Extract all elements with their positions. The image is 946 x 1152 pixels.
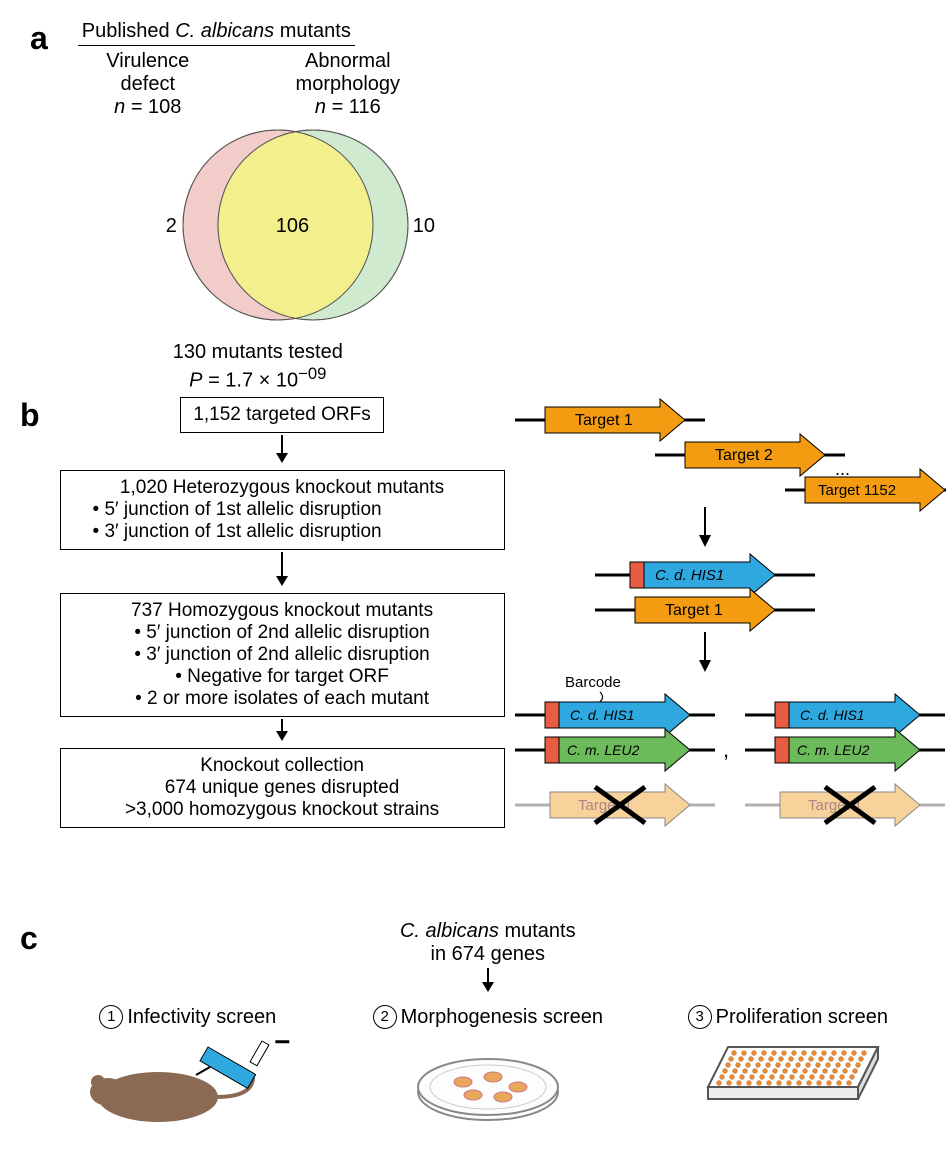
flow-box-1: 1,152 targeted ORFs <box>180 397 383 433</box>
well-plate-icon <box>678 1037 898 1127</box>
arrow-icon <box>60 550 505 593</box>
venn-right-n: n = 116 <box>258 96 438 119</box>
flow-box-4-l1: Knockout collection <box>73 755 492 777</box>
svg-text:...: ... <box>835 459 850 479</box>
panel-a-title: Published C. albicans mutants <box>78 20 355 46</box>
venn-left-n: n = 108 <box>58 96 238 119</box>
panel-a-label: a <box>30 20 48 57</box>
flow-box-4-l3: >3,000 homozygous knockout strains <box>73 799 492 821</box>
panel-a: a Published C. albicans mutants Virulenc… <box>30 20 926 393</box>
svg-text:Target 2: Target 2 <box>715 447 773 464</box>
flow-box-3-l3: • Negative for target ORF <box>73 666 492 688</box>
venn-bottom2: P = 1.7 × 10−09 <box>68 364 448 393</box>
flow-box-3-l2: • 3′ junction of 2nd allelic disruption <box>73 644 492 666</box>
svg-text:Target 1: Target 1 <box>575 412 633 429</box>
screen-2-label: Morphogenesis screen <box>401 1006 603 1028</box>
venn-overlap: 106 <box>276 215 309 238</box>
svg-text:Barcode: Barcode <box>565 674 621 691</box>
flow-box-3-title: 737 Homozygous knockout mutants <box>73 600 492 622</box>
panel-c: c C. albicans mutants in 674 genes 1Infe… <box>20 920 926 1132</box>
panel-b-diagram: Target 1 Target 2 ... Target 1152 C. d. … <box>505 397 946 902</box>
svg-text:Target 1: Target 1 <box>665 602 723 619</box>
venn-right-legend: Abnormal morphology n = 116 <box>258 50 438 119</box>
flow-box-2-l2: • 3′ junction of 1st allelic disruption <box>93 521 492 543</box>
circled-3: 3 <box>688 1005 712 1029</box>
venn-right-l1: Abnormal <box>258 50 438 73</box>
svg-text:Target 1152: Target 1152 <box>818 482 896 499</box>
flow-box-2: 1,020 Heterozygous knockout mutants • 5′… <box>60 470 505 550</box>
venn-left-legend: Virulence defect n = 108 <box>58 50 238 119</box>
petri-dish-icon <box>398 1037 578 1127</box>
flow-box-4-l2: 674 unique genes disrupted <box>73 777 492 799</box>
arrow-icon <box>60 433 505 470</box>
screen-proliferation: 3Proliferation screen <box>638 1005 938 1132</box>
venn-right-only: 10 <box>413 215 435 238</box>
screen-1-label: Infectivity screen <box>127 1006 276 1028</box>
svg-text:C. m. LEU2: C. m. LEU2 <box>797 742 870 758</box>
flow-box-4: Knockout collection 674 unique genes dis… <box>60 748 505 828</box>
flow-box-2-title: 1,020 Heterozygous knockout mutants <box>73 477 492 499</box>
panel-b: b 1,152 targeted ORFs 1,020 Heterozygous… <box>20 397 926 902</box>
circled-1: 1 <box>99 1005 123 1029</box>
venn-left-l1: Virulence <box>58 50 238 73</box>
flow-box-3: 737 Homozygous knockout mutants • 5′ jun… <box>60 593 505 717</box>
svg-text:,: , <box>723 737 729 762</box>
screen-morphogenesis: 2Morphogenesis screen <box>338 1005 638 1132</box>
svg-text:C. d. HIS1: C. d. HIS1 <box>655 567 724 584</box>
flow-box-3-l1: • 5′ junction of 2nd allelic disruption <box>73 622 492 644</box>
svg-text:C. m. LEU2: C. m. LEU2 <box>567 742 640 758</box>
circled-2: 2 <box>373 1005 397 1029</box>
flow-box-3-l4: • 2 or more isolates of each mutant <box>73 688 492 710</box>
svg-text:C. d. HIS1: C. d. HIS1 <box>800 707 865 723</box>
svg-text:C. d. HIS1: C. d. HIS1 <box>570 707 635 723</box>
panel-b-label: b <box>20 397 40 902</box>
screen-3-label: Proliferation screen <box>716 1006 888 1028</box>
arrow-icon <box>38 968 938 997</box>
flow-box-2-l1: • 5′ junction of 1st allelic disruption <box>93 499 492 521</box>
panel-c-header: C. albicans mutants in 674 genes <box>38 920 938 966</box>
panel-c-header-l2: in 674 genes <box>431 943 546 965</box>
venn-right-l2: morphology <box>258 73 438 96</box>
screen-infectivity: 1Infectivity screen <box>38 1005 338 1132</box>
panel-c-label: c <box>20 920 38 957</box>
venn-left-only: 2 <box>166 215 177 238</box>
venn-diagram: 2 106 10 <box>138 125 518 345</box>
venn-left-l2: defect <box>58 73 238 96</box>
arrow-icon <box>60 717 505 748</box>
mouse-icon <box>78 1037 298 1127</box>
